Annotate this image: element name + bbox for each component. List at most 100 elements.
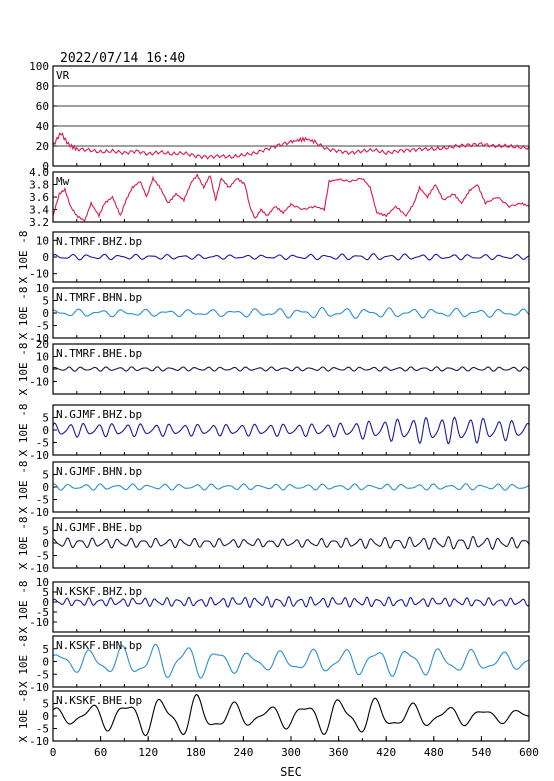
x-tick-label-4: 240 xyxy=(233,746,253,759)
y-tick-label-mw-3: 3.4 xyxy=(29,204,49,217)
y-tick-label-n-tmrf-bhz-bp-2: -10 xyxy=(29,268,49,281)
y-tick-label-n-kskf-bhz-bp-2: 0 xyxy=(42,596,49,609)
y-tick-label-n-tmrf-bhe-bp-3: -10 xyxy=(29,376,49,389)
y-axis-label-n-kskf-bhz-bp: X 10E -8 xyxy=(17,581,30,634)
x-tick-label-5: 300 xyxy=(281,746,301,759)
trace-n-gjmf-bhz-bp xyxy=(52,416,530,445)
frame-n-kskf-bhz-bp xyxy=(52,581,530,633)
y-axis-label-n-gjmf-bhe-bp: X 10E -8 xyxy=(17,517,30,570)
frame-n-tmrf-bhe-bp xyxy=(52,343,530,395)
y-tick-label-n-tmrf-bhn-bp-4: -10 xyxy=(29,332,49,345)
x-tick-label-0: 0 xyxy=(50,746,57,759)
trace-n-gjmf-bhe-bp xyxy=(53,536,530,551)
panel-label-n-tmrf-bhn-bp: N.TMRF.BHN.bp xyxy=(56,291,142,304)
y-tick-label-n-tmrf-bhe-bp-0: 20 xyxy=(36,338,49,351)
y-axis-label-n-kskf-bhn-bp: X 10E -8 xyxy=(17,635,30,688)
panel-n-gjmf-bhe-bp: 50-5-10 N.GJMF.BHE.bp X 10E -8 xyxy=(17,517,530,575)
y-tick-label-n-kskf-bhn-bp-3: -10 xyxy=(29,681,49,694)
panel-label-n-gjmf-bhz-bp: N.GJMF.BHZ.bp xyxy=(56,408,142,421)
trace-n-tmrf-bhe-bp xyxy=(52,366,530,372)
frame-n-tmrf-bhz-bp xyxy=(52,231,530,283)
y-tick-label-n-gjmf-bhn-bp-2: -5 xyxy=(36,494,49,507)
x-axis-label: SEC xyxy=(280,765,302,779)
x-tick-label-10: 600 xyxy=(519,746,539,759)
panel-label-n-kskf-bhe-bp: N.KSKF.BHE.bp xyxy=(56,694,142,707)
panel-n-kskf-bhe-bp: 50-5-10 N.KSKF.BHE.bp X 10E -8 xyxy=(17,690,530,748)
x-tick-label-7: 420 xyxy=(376,746,396,759)
y-tick-label-n-kskf-bhe-bp-0: 5 xyxy=(42,698,49,711)
y-tick-label-n-kskf-bhz-bp-3: -5 xyxy=(36,606,49,619)
y-axis-label-n-tmrf-bhe-bp: X 10E -8 xyxy=(17,343,30,396)
y-tick-label-n-kskf-bhn-bp-0: 5 xyxy=(42,643,49,656)
frame-n-kskf-bhn-bp xyxy=(52,635,530,688)
y-tick-label-n-kskf-bhn-bp-2: -5 xyxy=(36,668,49,681)
y-tick-label-n-tmrf-bhn-bp-1: 5 xyxy=(42,295,49,308)
y-tick-label-n-gjmf-bhe-bp-2: -5 xyxy=(36,550,49,563)
y-tick-label-n-kskf-bhz-bp-1: 5 xyxy=(42,586,49,599)
y-tick-label-vr-5: 0 xyxy=(42,160,49,173)
y-tick-label-vr-3: 40 xyxy=(36,120,49,133)
x-tick-label-1: 60 xyxy=(94,746,107,759)
frame-n-gjmf-bhe-bp xyxy=(52,517,530,569)
panel-n-tmrf-bhz-bp: 10 0 -10 N.TMRF.BHZ.bp X 10E -8 xyxy=(17,231,530,284)
panel-label-n-tmrf-bhz-bp: N.TMRF.BHZ.bp xyxy=(56,235,142,248)
frame-mw xyxy=(52,171,530,223)
y-tick-label-n-tmrf-bhn-bp-0: 10 xyxy=(36,282,49,295)
x-tick-label-8: 480 xyxy=(424,746,444,759)
y-tick-label-n-kskf-bhe-bp-1: 0 xyxy=(42,710,49,723)
panel-label-n-kskf-bhn-bp: N.KSKF.BHN.bp xyxy=(56,639,142,652)
frame-n-gjmf-bhn-bp xyxy=(52,461,530,513)
panel-stack: 100806040200VR4.03.83.63.43.2Mw100-10N.T… xyxy=(17,60,530,748)
trace-n-kskf-bhz-bp xyxy=(52,595,530,609)
panel-vr: 100 80 60 40 20 0 VR xyxy=(29,60,530,173)
trace-n-gjmf-bhn-bp xyxy=(52,483,530,491)
y-tick-label-mw-1: 3.8 xyxy=(29,179,49,192)
panel-n-kskf-bhn-bp: 50-5-10 N.KSKF.BHN.bp X 10E -8 xyxy=(17,635,530,694)
trace-vr xyxy=(52,132,530,160)
y-axis-label-n-tmrf-bhz-bp: X 10E -8 xyxy=(17,231,30,284)
y-tick-label-n-tmrf-bhn-bp-2: 0 xyxy=(42,307,49,320)
y-tick-label-vr-1: 80 xyxy=(36,80,49,93)
y-tick-label-n-tmrf-bhe-bp-1: 10 xyxy=(36,351,49,364)
panel-n-gjmf-bhn-bp: 50-5-10 N.GJMF.BHN.bp X 10E -8 xyxy=(17,461,530,519)
y-tick-label-n-gjmf-bhn-bp-0: 5 xyxy=(42,469,49,482)
panel-label-mw: Mw xyxy=(56,175,70,188)
y-tick-label-n-gjmf-bhz-bp-2: -5 xyxy=(36,437,49,450)
frame-n-gjmf-bhz-bp xyxy=(52,404,530,456)
x-tick-label-6: 360 xyxy=(329,746,349,759)
frame-vr xyxy=(52,65,530,167)
y-axis-label-n-gjmf-bhz-bp: X 10E -8 xyxy=(17,404,30,457)
panel-mw: 4.03.83.63.43.2 Mw xyxy=(29,166,530,229)
y-tick-label-n-gjmf-bhn-bp-1: 0 xyxy=(42,481,49,494)
y-tick-label-vr-0: 100 xyxy=(29,60,49,73)
x-tick-label-9: 540 xyxy=(471,746,491,759)
y-tick-label-n-gjmf-bhe-bp-0: 5 xyxy=(42,525,49,538)
y-tick-label-n-tmrf-bhe-bp-2: 0 xyxy=(42,363,49,376)
y-tick-label-n-gjmf-bhz-bp-1: 0 xyxy=(42,424,49,437)
panel-label-n-gjmf-bhe-bp: N.GJMF.BHE.bp xyxy=(56,521,142,534)
y-tick-label-n-gjmf-bhz-bp-0: 5 xyxy=(42,412,49,425)
y-tick-label-n-kskf-bhz-bp-4: -10 xyxy=(29,616,49,629)
trace-n-kskf-bhe-bp xyxy=(52,694,530,737)
y-tick-label-n-kskf-bhn-bp-1: 0 xyxy=(42,656,49,669)
y-tick-label-vr-2: 60 xyxy=(36,100,49,113)
y-tick-label-vr-4: 20 xyxy=(36,140,49,153)
panel-label-vr: VR xyxy=(56,69,70,82)
trace-n-tmrf-bhn-bp xyxy=(53,306,530,319)
y-axis-label-n-kskf-bhe-bp: X 10E -8 xyxy=(17,690,30,743)
frame-n-tmrf-bhn-bp xyxy=(52,287,530,339)
y-tick-label-mw-2: 3.6 xyxy=(29,191,49,204)
trace-n-tmrf-bhz-bp xyxy=(52,253,530,261)
panel-label-n-tmrf-bhe-bp: N.TMRF.BHE.bp xyxy=(56,347,142,360)
y-tick-label-n-tmrf-bhz-bp-0: 10 xyxy=(36,234,49,247)
y-tick-label-n-kskf-bhe-bp-2: -5 xyxy=(36,723,49,736)
x-tick-label-2: 120 xyxy=(138,746,158,759)
y-tick-label-n-tmrf-bhz-bp-1: 0 xyxy=(42,251,49,264)
panel-label-n-gjmf-bhn-bp: N.GJMF.BHN.bp xyxy=(56,465,142,478)
trace-n-kskf-bhn-bp xyxy=(52,643,530,679)
y-tick-label-n-kskf-bhe-bp-3: -10 xyxy=(29,735,49,748)
